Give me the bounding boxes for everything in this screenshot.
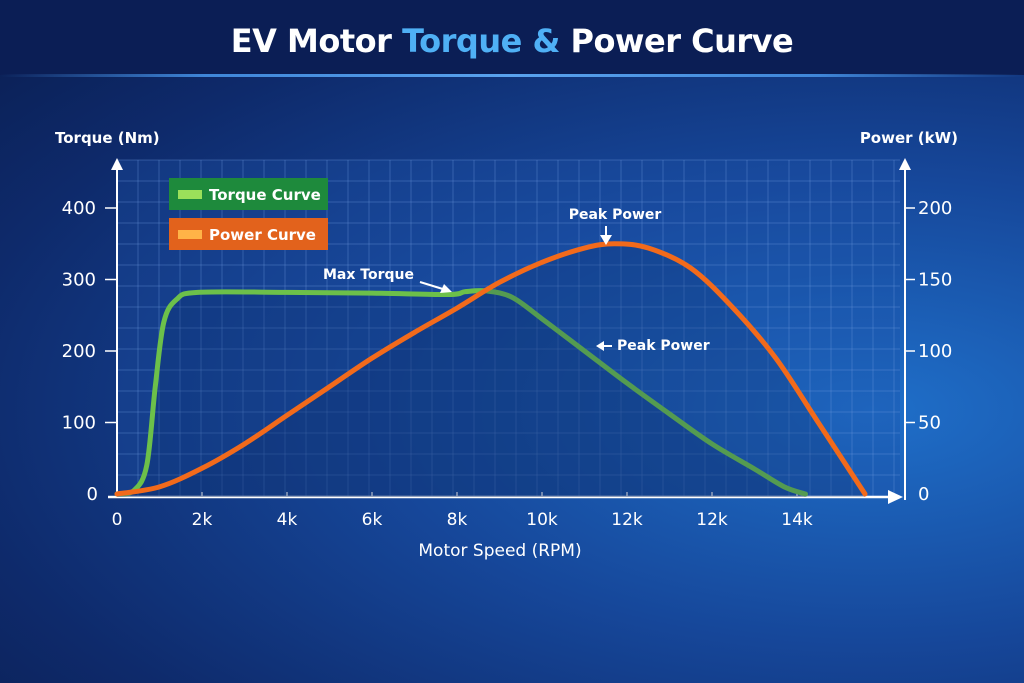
x-tick-label: 8k [447,510,468,530]
x-tick-label: 4k [277,510,298,530]
arrow-icon [600,235,612,245]
x-tick-label: 12k [611,510,643,530]
y-right-tick-label: 200 [918,198,952,219]
y-axis-left-label: Torque (Nm) [55,129,160,147]
y-left-tick-label: 400 [62,198,96,219]
annotation-peak-power: Peak Power [569,207,662,223]
y-axis-right-label: Power (kW) [860,129,958,147]
series-area-0 [117,290,806,497]
x-axis-arrow [888,490,903,504]
series-area-1 [117,243,865,497]
y-axis-right-arrow [899,158,911,170]
y-right-tick-label: 50 [918,413,941,434]
x-axis-label: Motor Speed (RPM) [418,541,581,561]
arrow-icon [419,281,447,291]
y-left-tick-label: 200 [62,341,96,362]
annotation-max-torque: Max Torque [323,267,414,283]
arrow-icon [440,284,452,293]
x-tick-label: 0 [112,510,123,530]
legend-swatch [178,190,202,199]
x-tick-label: 14k [781,510,813,530]
y-left-tick-label: 0 [87,484,98,505]
annotation-peak-power-2: Peak Power [617,338,710,354]
title-band [0,0,1024,75]
y-right-tick-label: 100 [918,341,952,362]
x-tick-label: 2k [192,510,213,530]
torque-curve-line [114,288,808,497]
x-tick-label: 10k [526,510,558,530]
x-tick-label: 12k [696,510,728,530]
legend-label: Power Curve [209,226,316,244]
legend-label: Torque Curve [209,186,321,204]
y-left-tick-label: 100 [62,413,96,434]
y-right-tick-label: 150 [918,270,952,291]
legend-swatch [178,230,202,239]
title-part1: EV Motor [230,22,403,60]
y-axis-left-arrow [111,158,123,170]
chart-title: EV Motor Torque & Power Curve [0,22,1024,60]
title-divider [0,74,1024,77]
y-right-tick-label: 0 [918,484,929,505]
title-part2: Power Curve [559,22,794,60]
y-left-tick-label: 300 [62,270,96,291]
power-curve-line [114,241,868,497]
arrow-icon [596,341,604,351]
title-highlight: Torque & [402,22,560,60]
x-tick-label: 6k [362,510,383,530]
